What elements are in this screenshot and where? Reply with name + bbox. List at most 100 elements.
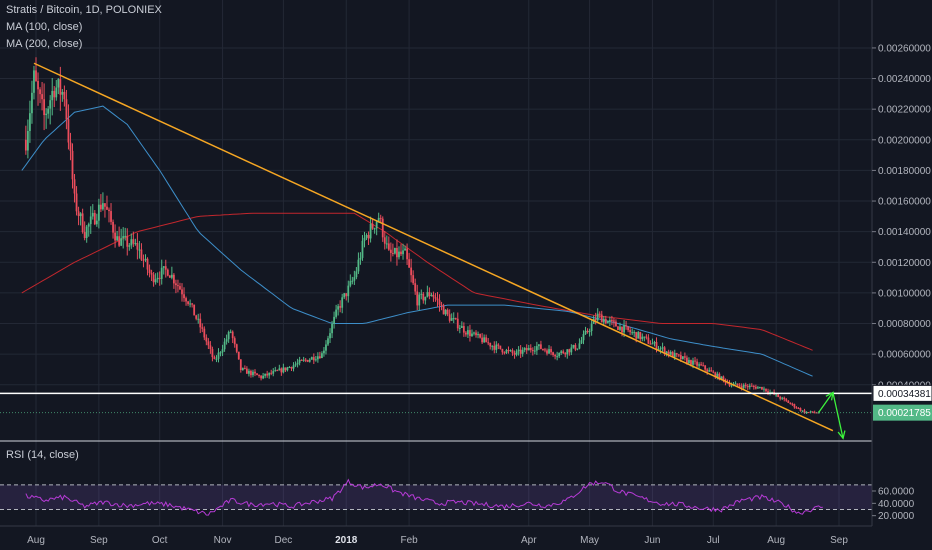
candle-body [750, 385, 753, 387]
candle [199, 313, 202, 334]
candle-body [128, 245, 131, 247]
candle [497, 343, 500, 350]
candle-body [335, 309, 338, 317]
candle [773, 389, 776, 396]
candle [681, 356, 684, 360]
candle [594, 312, 597, 325]
candle [394, 247, 396, 255]
candle-body [663, 347, 666, 354]
candle-body [718, 373, 721, 380]
candle-body [331, 323, 333, 334]
candle-body [525, 348, 528, 351]
candle [282, 363, 285, 374]
candle [519, 345, 522, 359]
candle-body [410, 267, 413, 276]
candle-body [740, 386, 743, 388]
candle [325, 340, 327, 355]
candle-body [158, 277, 161, 279]
candle-body [438, 300, 441, 305]
candle-body [245, 368, 248, 374]
candle-body [683, 356, 686, 358]
candle [404, 245, 406, 251]
candle-body [284, 367, 287, 371]
candle-body [385, 243, 388, 245]
candle-body [574, 344, 577, 350]
candle-body [440, 304, 443, 306]
candle-body [207, 341, 210, 346]
candle [185, 296, 187, 306]
candle [239, 359, 242, 373]
candle [177, 279, 179, 293]
candle [791, 402, 794, 406]
candle-body [318, 356, 321, 359]
candle-body [702, 365, 705, 367]
candle [91, 204, 94, 220]
candle [742, 383, 745, 390]
candle-body [136, 243, 139, 250]
candle-body [225, 339, 228, 342]
candle-body [49, 100, 52, 109]
candle [661, 342, 664, 353]
candle-body [754, 386, 757, 389]
candle-body [420, 293, 423, 295]
candle [355, 267, 358, 280]
candle [460, 321, 463, 329]
candle-body [134, 243, 137, 245]
candle-body [140, 249, 143, 260]
projection-arrow-shaft [818, 392, 834, 413]
price-tick-label: 0.00060000 [878, 350, 931, 361]
candle [416, 284, 419, 311]
candle-body [467, 330, 469, 335]
candle-body [560, 351, 563, 353]
candle-body [31, 92, 33, 114]
candle-body [511, 350, 514, 354]
candle [801, 410, 804, 413]
candle [77, 206, 80, 226]
candle-body [199, 318, 202, 328]
candle [134, 238, 137, 246]
candle [477, 331, 479, 339]
candle [221, 344, 224, 357]
candle-body [554, 354, 557, 357]
candle-body [205, 337, 208, 342]
candle-body [491, 345, 494, 347]
candle-body [566, 349, 569, 355]
candle [296, 358, 299, 368]
candle-body [645, 336, 648, 338]
candle [104, 203, 106, 218]
candle [61, 89, 64, 102]
candle [106, 195, 108, 210]
candle-body [203, 328, 206, 338]
candle-body [39, 89, 41, 95]
candle-body [515, 351, 518, 355]
candle-body [71, 150, 74, 180]
candle [140, 243, 143, 261]
candle-body [239, 359, 242, 371]
candle [156, 272, 159, 283]
candle-body [256, 373, 258, 376]
candle [168, 274, 171, 278]
candle-body [681, 356, 684, 360]
candle-body [789, 402, 792, 404]
candle-body [653, 342, 656, 344]
candle [237, 351, 240, 360]
candle [580, 336, 583, 345]
candle-body [168, 275, 171, 278]
candle-body [381, 218, 384, 238]
candle [142, 254, 145, 268]
candle [785, 398, 788, 402]
candle [795, 406, 798, 409]
candle-body [379, 217, 382, 219]
candle-body [116, 236, 119, 241]
candle [647, 334, 650, 345]
candle [698, 362, 700, 369]
candle [298, 356, 301, 366]
candle [351, 276, 354, 285]
candle-body [314, 359, 317, 361]
candle [602, 315, 605, 325]
price-tick-label: 0.00180000 [878, 166, 931, 177]
candle [219, 351, 222, 357]
candle-body [513, 353, 516, 355]
candle-body [164, 266, 167, 270]
